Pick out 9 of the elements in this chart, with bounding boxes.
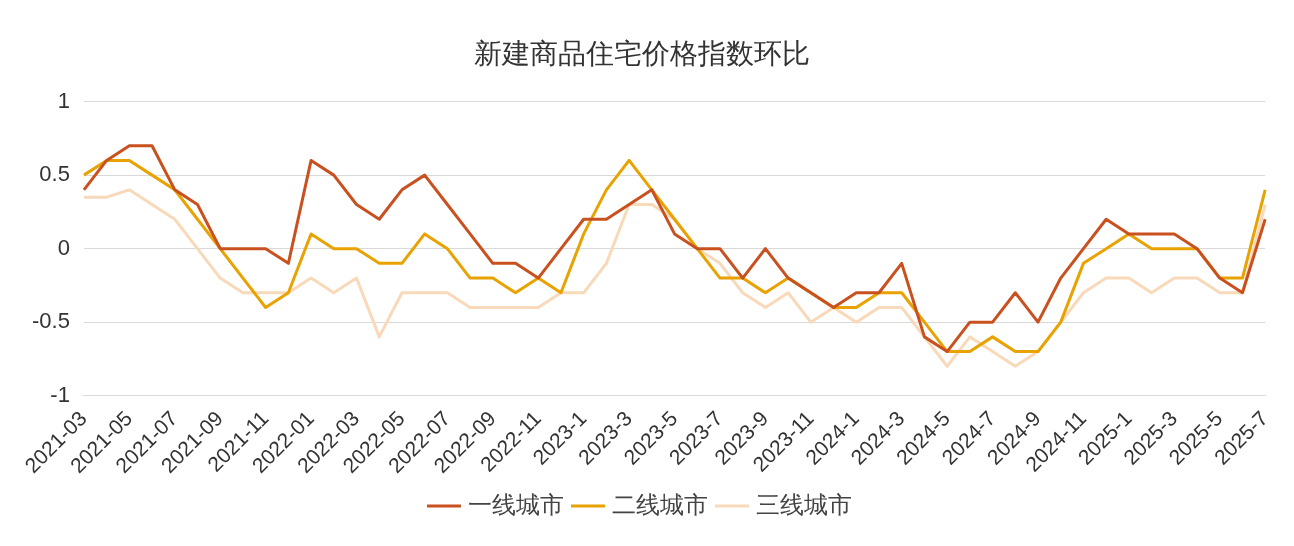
y-tick-label: -0.5 xyxy=(31,308,70,334)
y-tick-label: -1 xyxy=(50,381,70,407)
legend-label: 二线城市 xyxy=(612,490,708,518)
y-tick-label: 1 xyxy=(57,87,70,113)
y-tick-label: 0 xyxy=(57,234,70,260)
y-tick-label: 0.5 xyxy=(39,161,70,187)
legend-label: 三线城市 xyxy=(756,490,852,518)
legend-label: 一线城市 xyxy=(468,490,564,518)
chart-title: 新建商品住宅价格指数环比 xyxy=(474,37,810,69)
